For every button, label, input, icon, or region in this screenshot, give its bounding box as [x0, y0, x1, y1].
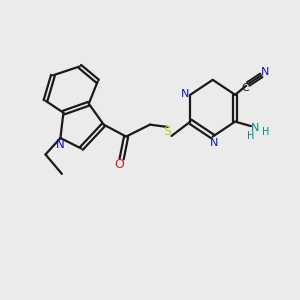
Text: O: O	[114, 158, 124, 171]
Text: N: N	[181, 89, 189, 99]
Text: C: C	[242, 83, 249, 93]
Text: H: H	[247, 131, 255, 141]
Text: N: N	[261, 67, 269, 77]
Text: S: S	[163, 125, 171, 138]
Text: N: N	[209, 137, 218, 148]
Text: N: N	[56, 137, 65, 151]
Text: N: N	[251, 123, 260, 133]
Text: H: H	[262, 127, 269, 137]
